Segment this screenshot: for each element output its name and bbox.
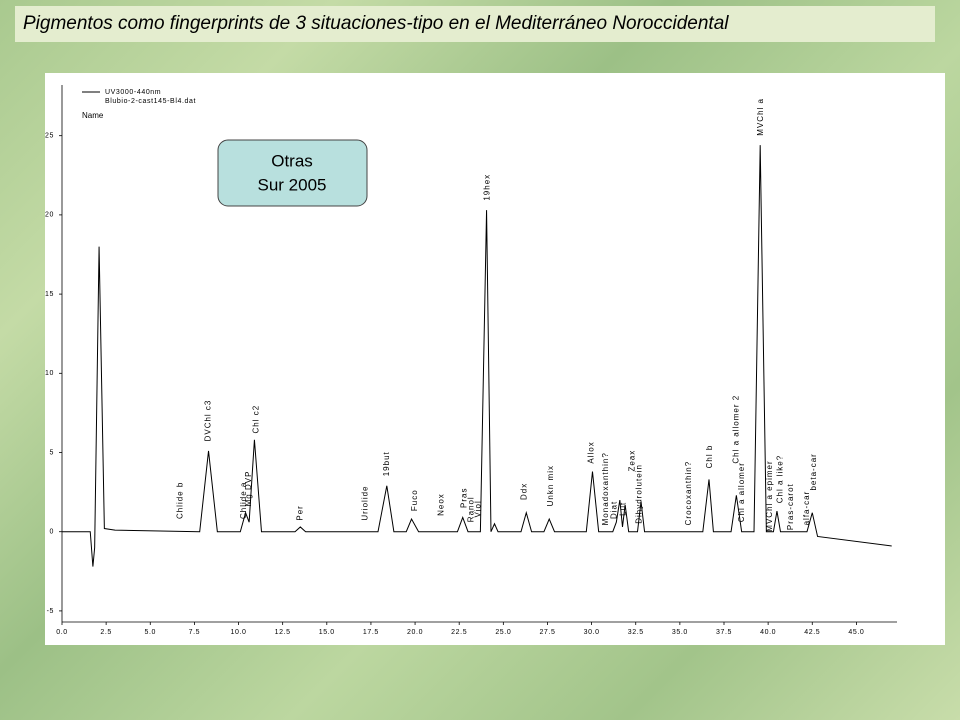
peak-label: Allox: [587, 441, 596, 463]
peak-label: Per: [295, 505, 304, 520]
box-text: Otras: [271, 151, 313, 170]
peak-label: 19hex: [483, 174, 492, 201]
peak-label: Uriolide: [361, 485, 370, 520]
y-tick-label: 0: [50, 529, 55, 536]
box-text: Sur 2005: [258, 175, 327, 194]
peak-label: Chl c2: [251, 405, 260, 434]
peak-label: Chl a allomer: [737, 462, 746, 522]
x-tick-label: 12.5: [275, 629, 291, 636]
peak-label: Ranol: [467, 496, 476, 522]
slide-title: Pigmentos como fingerprints de 3 situaci…: [15, 6, 935, 42]
peak-label: Chl a allomer 2: [731, 395, 740, 464]
chart-panel: [45, 73, 945, 645]
x-tick-label: 0.0: [56, 629, 68, 636]
y-tick-label: 10: [45, 370, 54, 377]
x-tick-label: 27.5: [539, 629, 555, 636]
peak-label: Dihydrolutein: [634, 464, 643, 524]
peak-label: Unkn mix: [546, 465, 555, 506]
peak-label: Chlide a: [239, 482, 248, 519]
x-tick-label: 17.5: [363, 629, 379, 636]
peak-label: Chl b: [705, 445, 714, 469]
peak-label: Ddx: [520, 483, 529, 500]
info-box: [217, 139, 368, 207]
peak-label: DVChl c3: [204, 400, 213, 442]
x-tick-label: 40.0: [760, 629, 776, 636]
x-tick-label: 20.0: [407, 629, 423, 636]
x-tick-label: 30.0: [584, 629, 600, 636]
x-tick-label: 10.0: [231, 629, 247, 636]
peak-label: Zeax: [627, 450, 636, 472]
x-tick-label: 25.0: [495, 629, 511, 636]
peak-label: Neox: [437, 493, 446, 516]
x-tick-label: 45.0: [848, 629, 864, 636]
peak-label: Viol: [474, 500, 483, 517]
peak-label: Pras-carot: [786, 483, 795, 530]
x-tick-label: 42.5: [804, 629, 820, 636]
peak-label: beta-car: [809, 453, 818, 490]
legend-text: UV3000-440nm: [105, 89, 161, 96]
peak-label: MVChl a: [756, 98, 765, 136]
x-tick-label: 7.5: [189, 629, 201, 636]
peak-label: alfa-car: [802, 491, 811, 526]
x-tick-label: 37.5: [716, 629, 732, 636]
peak-label: Crocoxanthin?: [684, 461, 693, 526]
x-tick-label: 15.0: [319, 629, 335, 636]
peak-label: Monadoxanthin?: [601, 452, 610, 525]
y-tick-label: 5: [50, 449, 55, 456]
x-tick-label: 32.5: [628, 629, 644, 636]
peak-label: Diat: [610, 501, 619, 519]
peak-label: 19but: [382, 451, 391, 476]
peak-label: Pras: [460, 487, 469, 507]
x-tick-label: 2.5: [100, 629, 112, 636]
x-tick-label: 5.0: [145, 629, 157, 636]
x-tick-label: 22.5: [451, 629, 467, 636]
y-tick-label: 15: [45, 291, 54, 298]
peak-label: Lut: [618, 502, 627, 516]
y-tick-label: -5: [47, 608, 54, 615]
peak-label: Mg DVP: [244, 471, 253, 507]
legend-text: Name: [82, 111, 104, 120]
legend-text: Blubio-2-cast145-Bl4.dat: [105, 98, 196, 105]
peak-label: Chlide b: [175, 482, 184, 519]
x-tick-label: 35.0: [672, 629, 688, 636]
peak-label: MVChl a epimer: [765, 460, 774, 531]
y-tick-label: 25: [45, 133, 54, 140]
trace: [62, 145, 892, 567]
peak-label: Chl a like?: [776, 455, 785, 503]
y-tick-label: 20: [45, 212, 54, 219]
peak-label: Fuco: [410, 489, 419, 511]
